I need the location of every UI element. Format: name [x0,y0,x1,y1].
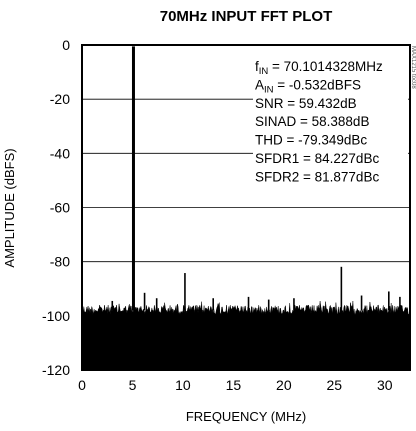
annotation-line: THD = -79.349dBc [255,133,367,148]
chart-title: 70MHz INPUT FFT PLOT [160,8,333,25]
x-tick-label: 25 [327,377,343,393]
y-tick-label: -80 [50,254,70,270]
annotation-bg [253,77,408,96]
y-tick-label: 0 [62,37,70,53]
annotation-line: fIN = 70.1014328MHz [255,59,383,77]
annotation-line: SNR = 59.432dB [255,96,357,111]
plot-area [81,46,411,371]
x-tick-label: 10 [175,377,191,393]
y-axis-label: AMPLITUDE (dBFS) [2,148,17,267]
annotation-line: SFDR2 = 81.877dBc [255,169,379,184]
annotation-line: SINAD = 58.388dB [255,114,369,129]
y-tick-label: -120 [42,362,70,378]
x-tick-label: 0 [78,377,86,393]
x-tick-label: 20 [276,377,292,393]
y-tick-label: -100 [42,308,70,324]
axes: 0 -20 -40 -60 -80 -100 -120 0 5 10 15 20 25 30 [42,37,411,393]
annotation-bg [253,169,408,188]
annotation-bg [253,95,408,115]
noise-floor [81,301,411,371]
plot-frame [81,44,411,371]
y-tick-label: -40 [50,145,70,161]
annotation-bg [253,132,408,151]
annotation-bg [253,151,408,170]
annotation-line: SFDR1 = 84.227dBc [255,151,379,166]
annotation-line: AIN = -0.532dBFS [255,77,361,95]
annotation-bg [253,114,408,133]
annotation-bg [253,59,408,78]
x-tick-label: 5 [129,377,137,393]
x-tick-label: 15 [226,377,242,393]
x-axis-label: FREQUENCY (MHz) [186,409,306,424]
x-tick-label: 30 [377,377,393,393]
side-label: MAX1215 toc08 [410,46,416,89]
y-tick-label: -60 [50,200,70,216]
y-tick-label: -20 [50,91,70,107]
